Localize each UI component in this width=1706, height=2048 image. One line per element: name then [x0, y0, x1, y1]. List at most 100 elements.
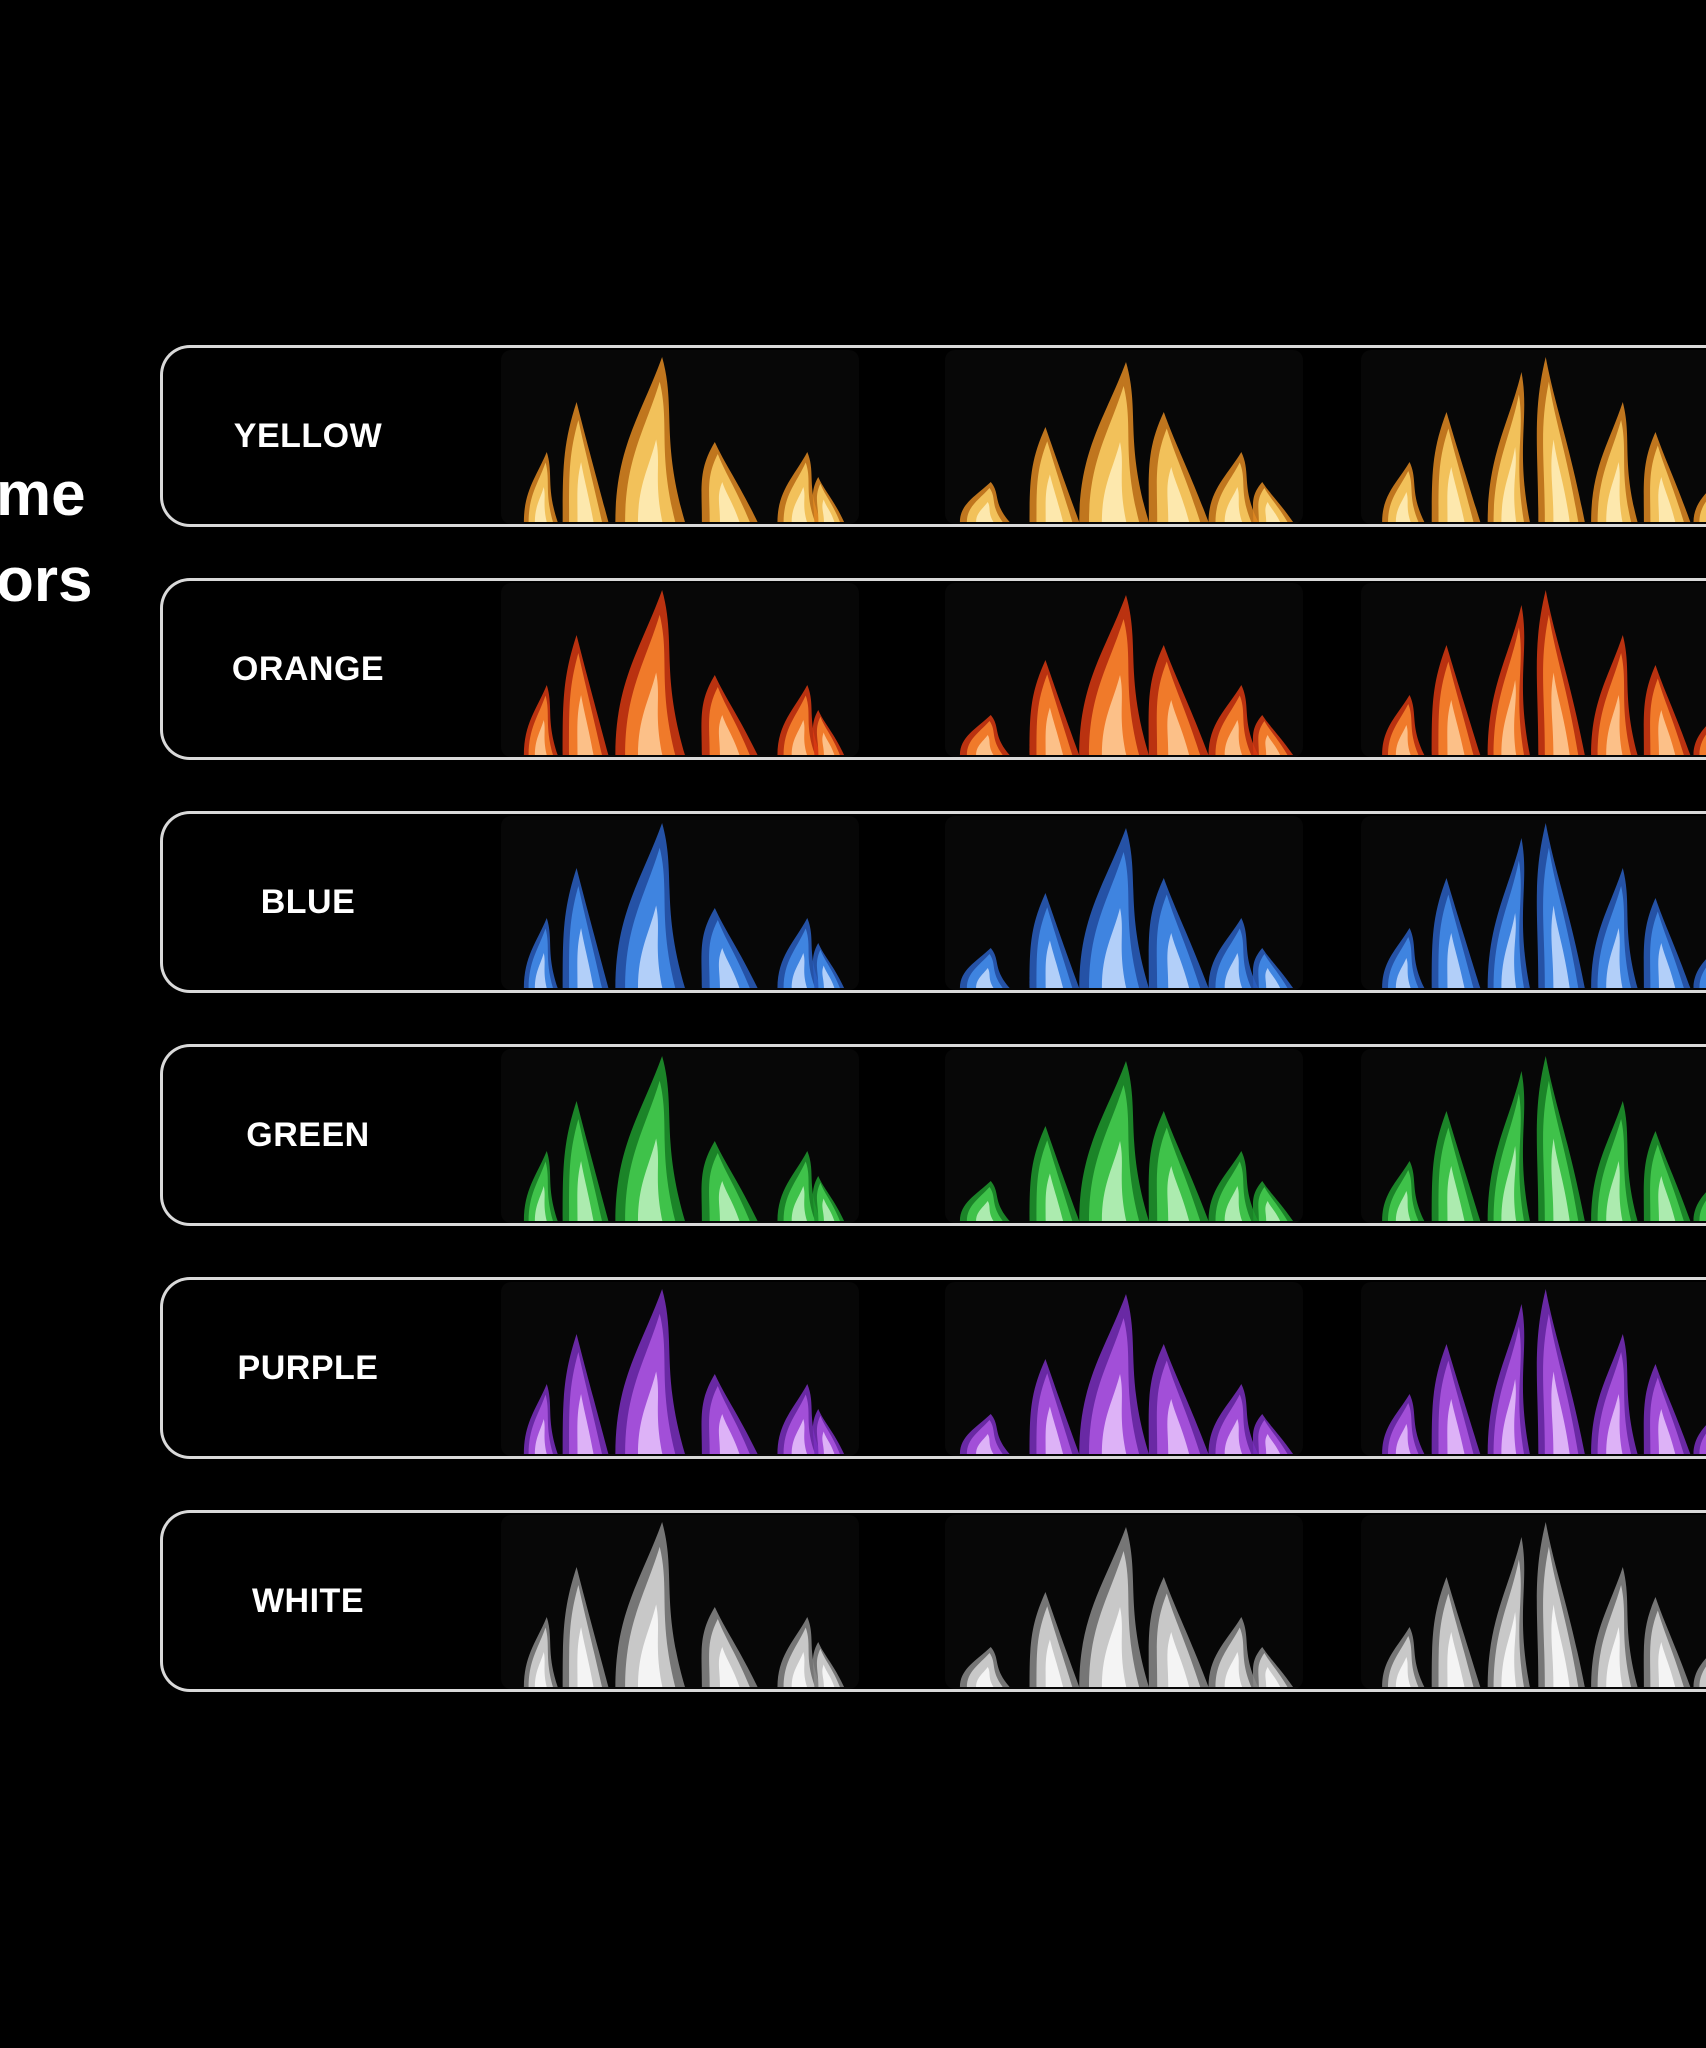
flame-tongue	[816, 1648, 840, 1687]
flame-core	[1551, 1371, 1570, 1454]
flame-row-yellow: YELLOW	[160, 345, 1706, 527]
flame-tongue	[1699, 501, 1706, 522]
flame-image	[501, 1515, 859, 1689]
flame-core	[1167, 700, 1190, 755]
flame-core	[1395, 1424, 1411, 1454]
flame-core	[1265, 1434, 1281, 1454]
flame-color-label: WHITE	[251, 1581, 365, 1620]
flame-core	[1045, 707, 1064, 755]
flame-tongue	[816, 483, 840, 522]
flame-graphic	[1382, 590, 1706, 755]
flame-core	[791, 953, 807, 988]
flame-core	[976, 1667, 994, 1687]
flame-tongue	[816, 716, 840, 755]
flame-core	[1447, 467, 1465, 522]
flame-tongue	[1597, 653, 1632, 755]
flame-tongue	[1493, 1559, 1524, 1687]
flame-tongue	[625, 614, 676, 755]
flame-tongue	[966, 1187, 1003, 1221]
flame-image	[945, 350, 1303, 524]
flame-tongue	[783, 695, 816, 755]
flame-tongue	[1438, 1593, 1474, 1687]
flame-tongue	[625, 1080, 676, 1221]
flame-color-list: YELLOW ORANGE BLUE GREEN PURPLE WHITE	[160, 345, 1706, 1743]
flame-tongue	[1543, 1080, 1579, 1221]
flame-tongue	[966, 1420, 1003, 1454]
flame-row-orange: ORANGE	[160, 578, 1706, 760]
flame-tongue	[569, 1119, 602, 1221]
flame-image	[501, 350, 859, 524]
flame-core	[1101, 675, 1127, 755]
flame-tongue	[1543, 847, 1579, 988]
flame-core	[637, 1371, 663, 1454]
flame-graphic	[523, 1522, 845, 1687]
flame-core	[1101, 1141, 1127, 1221]
flame-core	[1395, 1657, 1411, 1687]
flame-tongue	[569, 1352, 602, 1454]
flame-tongue	[783, 1394, 816, 1454]
page-title: me ors	[0, 452, 92, 624]
flame-core	[1101, 908, 1127, 988]
flame-image	[1361, 1282, 1706, 1456]
flame-core	[822, 1664, 835, 1687]
flame-core	[1501, 680, 1517, 755]
flame-tongue	[1699, 967, 1706, 988]
flame-core	[1551, 672, 1570, 755]
flame-core	[1045, 940, 1064, 988]
flame-tongue	[1438, 1127, 1474, 1221]
flame-core	[976, 1434, 994, 1454]
flame-tongue	[528, 462, 553, 522]
flame-core	[1045, 1173, 1064, 1221]
flame-tongue	[1543, 1546, 1579, 1687]
flame-core	[577, 1394, 594, 1454]
flame-tongue	[1215, 462, 1252, 522]
flame-core	[1395, 958, 1411, 988]
flame-core	[718, 1647, 740, 1687]
flame-graphic	[523, 590, 845, 755]
flame-core	[1045, 1406, 1064, 1454]
flame-core	[1606, 462, 1623, 522]
flame-tongue	[1215, 695, 1252, 755]
flame-core	[822, 499, 835, 522]
flame-graphic	[523, 823, 845, 988]
flame-graphic	[959, 1294, 1294, 1454]
flame-graphic	[523, 357, 845, 522]
flame-row-purple: PURPLE	[160, 1277, 1706, 1459]
flame-core	[1265, 1201, 1281, 1221]
flame-tongue	[1388, 471, 1419, 522]
flame-tongue	[625, 1546, 676, 1687]
flame-core	[1395, 492, 1411, 522]
flame-core	[976, 968, 994, 988]
flame-tongue	[625, 381, 676, 522]
flame-color-label: YELLOW	[233, 416, 383, 455]
flame-tongue	[1543, 614, 1579, 755]
flame-graphic	[959, 362, 1294, 522]
flame-tongue	[1215, 1394, 1252, 1454]
flame-core	[1101, 1374, 1127, 1454]
flame-tongue	[1699, 1666, 1706, 1687]
flame-tongue	[816, 1182, 840, 1221]
title-line-1: me	[0, 460, 86, 529]
flame-image	[501, 1282, 859, 1456]
flame-image	[501, 583, 859, 757]
flame-tongue	[1493, 627, 1524, 755]
flame-tongue	[1699, 1433, 1706, 1454]
flame-core	[1395, 725, 1411, 755]
flame-tongue	[783, 462, 816, 522]
title-line-2: ors	[0, 546, 93, 615]
flame-tongue	[1597, 1352, 1632, 1454]
flame-image	[945, 1049, 1303, 1223]
flame-core	[1224, 1652, 1243, 1687]
flame-core	[1447, 1166, 1465, 1221]
flame-graphic	[959, 1061, 1294, 1221]
flame-tongue	[1088, 386, 1140, 522]
flame-core	[1606, 1161, 1623, 1221]
flame-color-label: ORANGE	[231, 649, 385, 688]
flame-core	[791, 720, 807, 755]
flame-core	[1265, 735, 1281, 755]
flame-core	[718, 482, 740, 522]
flame-graphic	[1382, 1056, 1706, 1221]
flame-tongue	[1215, 928, 1252, 988]
flame-core	[1395, 1191, 1411, 1221]
flame-tongue	[1597, 1119, 1632, 1221]
